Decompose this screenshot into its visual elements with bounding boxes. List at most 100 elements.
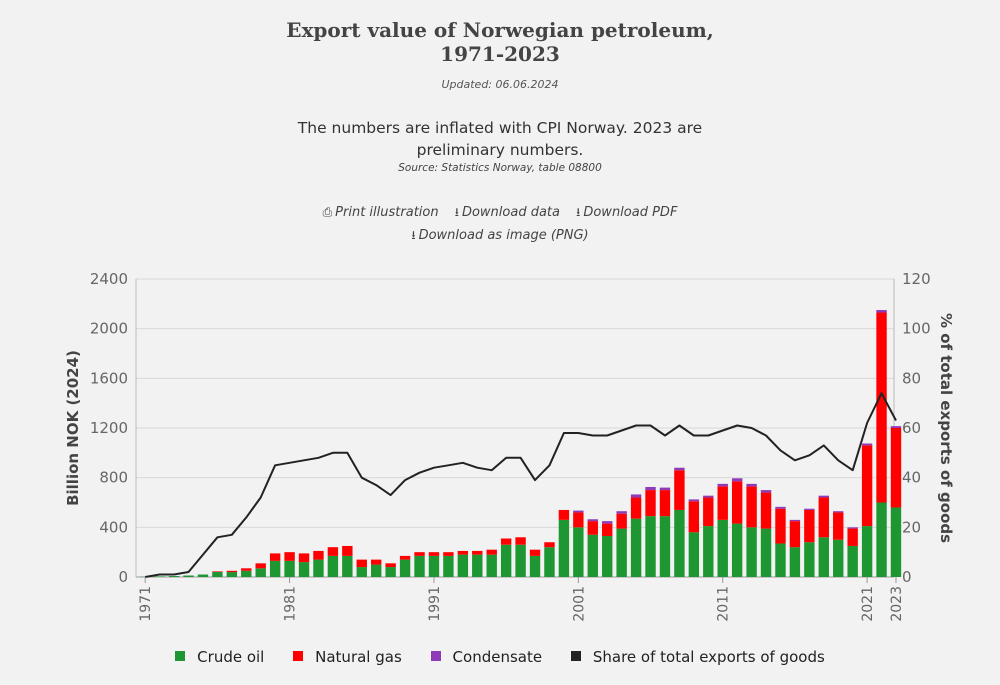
bar-crude-oil (558, 519, 570, 577)
bar-crude-oil (154, 576, 165, 577)
bar-natural-gas (717, 486, 728, 520)
y-tick-label: 400 (99, 518, 128, 536)
bar-crude-oil (731, 523, 743, 577)
y-tick-label: 800 (99, 469, 128, 487)
bar-crude-oil (226, 572, 238, 577)
bar-natural-gas (616, 513, 627, 529)
bar-crude-oil (544, 547, 555, 577)
bar-crude-oil (197, 574, 209, 577)
bar-crude-oil (183, 575, 194, 577)
y2-tick-label: 20 (902, 518, 921, 536)
print-illustration-link[interactable]: ⎙ Print illustration (323, 201, 439, 224)
bar-crude-oil (515, 544, 526, 577)
bar-crude-oil (168, 576, 180, 577)
bar-natural-gas (587, 521, 598, 535)
bar-condensate (890, 426, 902, 428)
y-tick-label: 1600 (90, 369, 128, 387)
bar-condensate (847, 527, 858, 529)
bar-natural-gas (731, 481, 743, 524)
bar-condensate (703, 495, 714, 498)
bar-crude-oil (443, 555, 454, 577)
bar-crude-oil (616, 528, 627, 577)
chart-title: Export value of Norwegian petroleum, 197… (0, 18, 1000, 66)
bar-condensate (876, 310, 887, 313)
bar-natural-gas (414, 552, 425, 556)
legend-item-natural-gas[interactable]: Natural gas (293, 648, 402, 666)
bar-condensate (775, 506, 786, 509)
bar-natural-gas (212, 571, 223, 573)
bar-condensate (573, 510, 584, 513)
legend-label-condensate: Condensate (452, 648, 543, 666)
bar-condensate (789, 519, 801, 522)
bar-natural-gas (327, 547, 339, 556)
bar-natural-gas (356, 559, 367, 568)
bar-natural-gas (861, 445, 873, 527)
bar-natural-gas (847, 528, 858, 546)
bar-condensate (746, 483, 757, 487)
bar-condensate (731, 478, 743, 482)
bar-natural-gas (818, 497, 829, 538)
bar-crude-oil (313, 559, 324, 577)
download-pdf-label: Download PDF (583, 205, 678, 220)
bar-natural-gas (515, 537, 526, 545)
bar-natural-gas (385, 563, 396, 568)
chart-title-line1: Export value of Norwegian petroleum, (286, 18, 714, 42)
legend-item-crude-oil[interactable]: Crude oil (175, 648, 264, 666)
bar-natural-gas (486, 549, 497, 555)
legend-label-share: Share of total exports of goods (592, 648, 825, 666)
print-illustration-label: Print illustration (335, 205, 439, 220)
bar-crude-oil (833, 539, 844, 577)
bar-crude-oil (356, 567, 367, 577)
bar-natural-gas (255, 563, 266, 569)
bar-natural-gas (789, 521, 801, 548)
bar-crude-oil (284, 560, 295, 577)
bar-natural-gas (558, 509, 570, 520)
legend-item-share[interactable]: Share of total exports of goods (570, 648, 825, 666)
legend-swatch-natural-gas (293, 651, 304, 661)
bar-condensate (659, 487, 671, 491)
bar-crude-oil (399, 559, 411, 577)
legend-swatch-crude-oil (175, 651, 186, 661)
bar-crude-oil (428, 555, 440, 577)
bar-crude-oil (746, 527, 757, 577)
bar-crude-oil (630, 518, 642, 577)
download-png-link[interactable]: ⭳ Download as image (PNG) (411, 224, 588, 247)
bar-natural-gas (876, 312, 887, 503)
download-pdf-link[interactable]: ⭳ Download PDF (576, 201, 677, 224)
chart-subtitle-line1: The numbers are inflated with CPI Norway… (297, 119, 703, 137)
bar-crude-oil (327, 555, 339, 577)
updated-date: Updated: 06.06.2024 (441, 78, 559, 91)
bar-condensate (645, 486, 656, 491)
bar-natural-gas (602, 523, 613, 537)
y-tick-label: 2400 (90, 270, 128, 288)
y2-tick-label: 100 (902, 320, 931, 338)
bar-crude-oil (804, 542, 815, 577)
legend-item-condensate[interactable]: Condensate (430, 648, 543, 666)
bar-crude-oil (255, 568, 266, 577)
bar-natural-gas (313, 550, 324, 560)
bar-crude-oil (876, 502, 887, 577)
bar-natural-gas (645, 490, 656, 517)
bar-condensate (587, 519, 598, 522)
y-tick-label: 0 (118, 568, 128, 586)
bar-crude-oil (486, 554, 497, 577)
y2-tick-label: 0 (902, 568, 912, 586)
bar-natural-gas (775, 508, 786, 544)
bar-condensate (688, 499, 700, 502)
bar-natural-gas (269, 553, 281, 561)
y2-tick-label: 40 (902, 469, 921, 487)
bar-crude-oil (573, 527, 584, 577)
bar-crude-oil (847, 545, 858, 577)
action-links: ⎙ Print illustration ⭳ Download data ⭳ Down… (0, 201, 1000, 247)
x-tick-label: 2023 (889, 586, 905, 622)
bar-crude-oil (703, 526, 714, 577)
bar-crude-oil (500, 544, 512, 577)
bar-crude-oil (818, 537, 829, 577)
x-tick-label: 2011 (716, 586, 732, 622)
x-tick-label: 1971 (138, 586, 154, 622)
download-data-link[interactable]: ⭳ Download data (455, 201, 560, 224)
bar-crude-oil (587, 534, 598, 577)
bar-crude-oil (688, 532, 700, 577)
printer-icon: ⎙ (322, 205, 333, 219)
bar-crude-oil (890, 507, 902, 577)
